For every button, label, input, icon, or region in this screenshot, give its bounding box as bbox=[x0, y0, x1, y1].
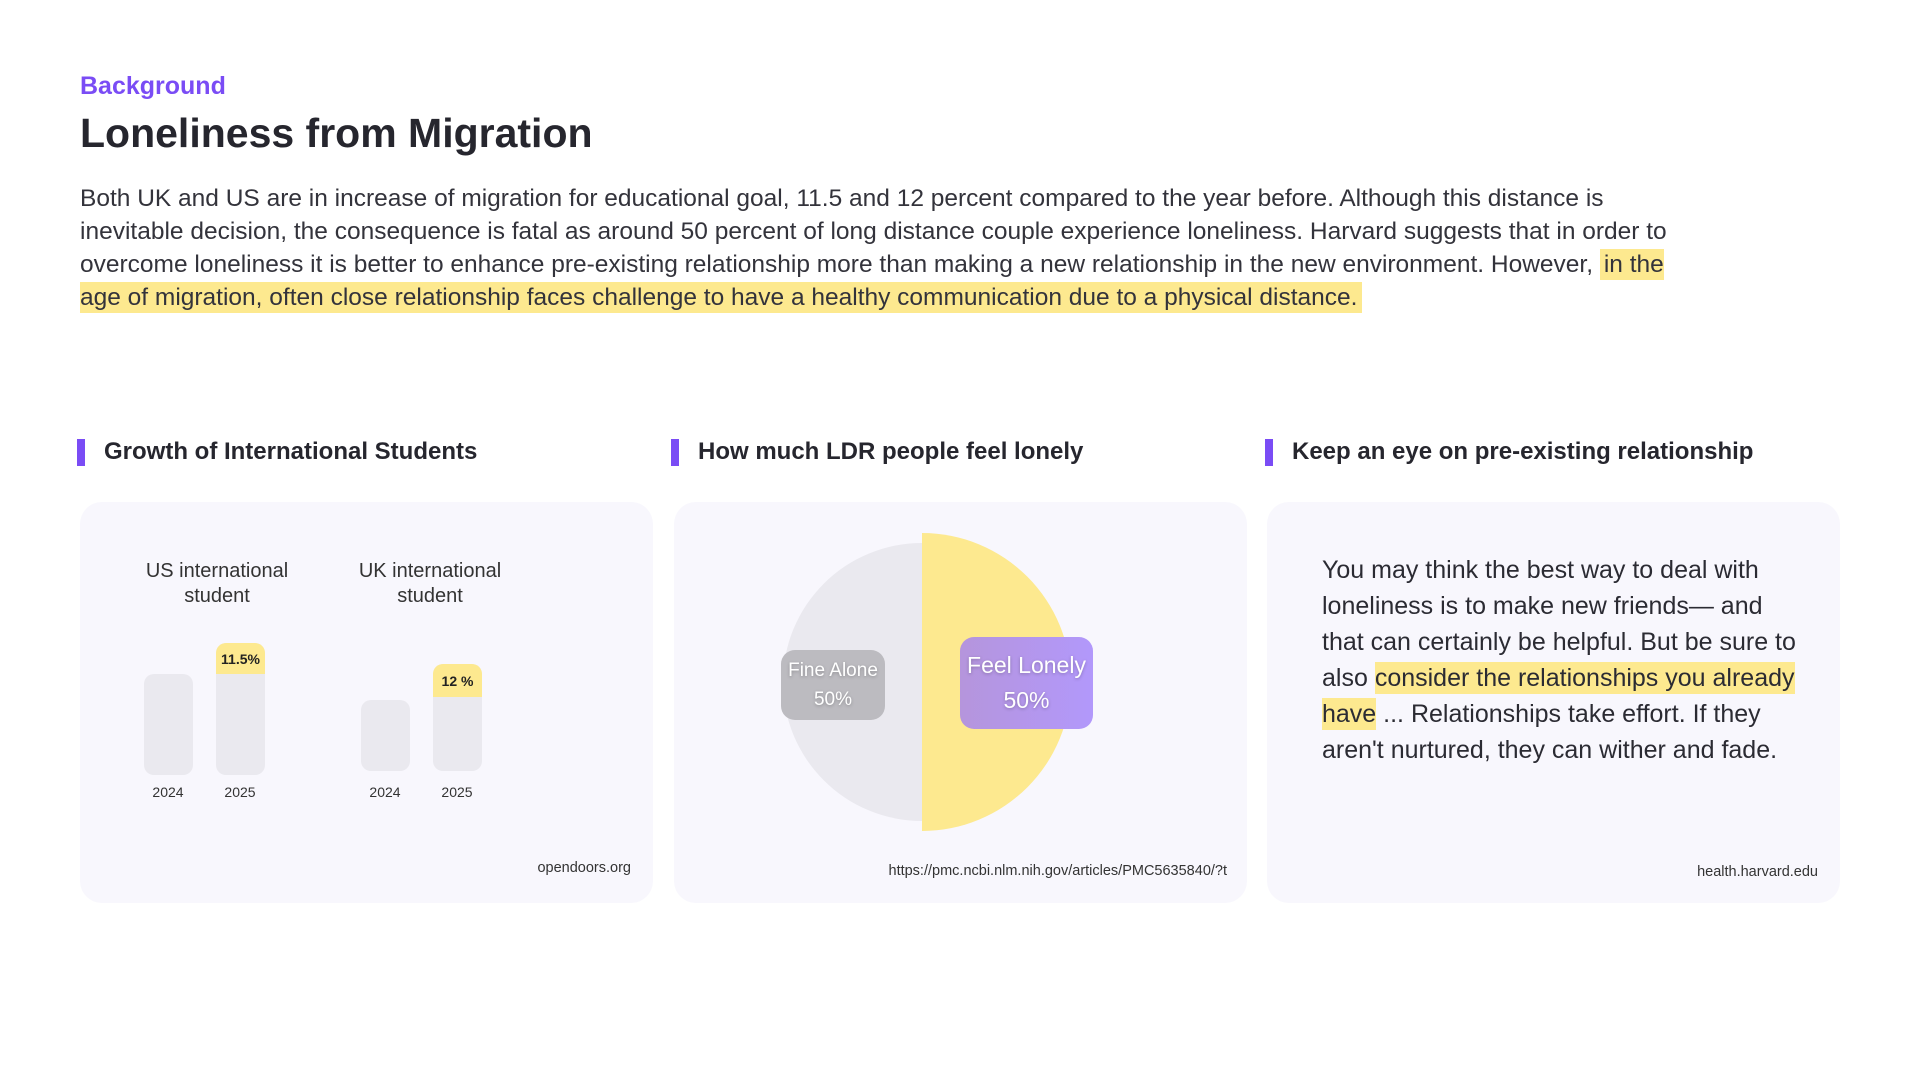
fine-alone-value: 50% bbox=[813, 689, 853, 710]
us-2025-bar: 11.5% bbox=[216, 643, 265, 775]
uk-2024-bar bbox=[361, 700, 410, 771]
lonely-card: Fine Alone 50% Feel Lonely 50% https://pmc… bbox=[674, 502, 1247, 903]
uk-2025-bar: 12 % bbox=[433, 664, 482, 771]
fine-alone-label: Fine Alone 50% bbox=[781, 650, 885, 720]
us-year-2024: 2024 bbox=[152, 784, 184, 800]
accent-bar bbox=[1265, 438, 1273, 466]
quote-text: You may think the best way to deal with … bbox=[1322, 556, 1796, 692]
uk-growth-label: 12 % bbox=[433, 664, 482, 697]
eyebrow: Background bbox=[80, 72, 226, 100]
fine-alone-name: Fine Alone bbox=[788, 660, 878, 681]
us-growth-label: 11.5% bbox=[216, 643, 265, 674]
source-link[interactable]: https://pmc.ncbi.nlm.nih.gov/articles/PM… bbox=[888, 863, 1228, 879]
heading-text: Growth of International Students bbox=[104, 438, 478, 465]
section-heading-relationship: Keep an eye on pre-existing relationship bbox=[1265, 438, 1753, 466]
intro-text: Both UK and US are in increase of migrat… bbox=[80, 185, 1667, 278]
us-year-2025: 2025 bbox=[224, 784, 256, 800]
us-chart-title: US international student bbox=[145, 560, 289, 607]
accent-bar bbox=[671, 438, 679, 466]
section-heading-growth: Growth of International Students bbox=[77, 438, 477, 466]
section-heading-lonely: How much LDR people feel lonely bbox=[671, 438, 1083, 466]
feel-lonely-label: Feel Lonely 50% bbox=[960, 637, 1093, 729]
feel-lonely-name: Feel Lonely bbox=[967, 652, 1086, 678]
heading-text: Keep an eye on pre-existing relationship bbox=[1292, 438, 1754, 465]
relationship-quote: You may think the best way to deal with … bbox=[1322, 552, 1802, 768]
us-2024-bar bbox=[144, 674, 193, 775]
uk-chart-title: UK international student bbox=[358, 560, 502, 607]
accent-bar bbox=[77, 438, 85, 466]
page-title: Loneliness from Migration bbox=[80, 110, 593, 156]
source-link[interactable]: health.harvard.edu bbox=[1697, 864, 1818, 880]
uk-year-2024: 2024 bbox=[369, 784, 401, 800]
heading-text: How much LDR people feel lonely bbox=[698, 438, 1084, 465]
source-link[interactable]: opendoors.org bbox=[537, 860, 631, 876]
quote-text-end: ... Relationships take effort. If they a… bbox=[1322, 700, 1778, 764]
feel-lonely-value: 50% bbox=[1003, 687, 1050, 713]
growth-card: US international student UK internationa… bbox=[80, 502, 653, 903]
intro-paragraph: Both UK and US are in increase of migrat… bbox=[80, 182, 1700, 314]
uk-year-2025: 2025 bbox=[441, 784, 473, 800]
